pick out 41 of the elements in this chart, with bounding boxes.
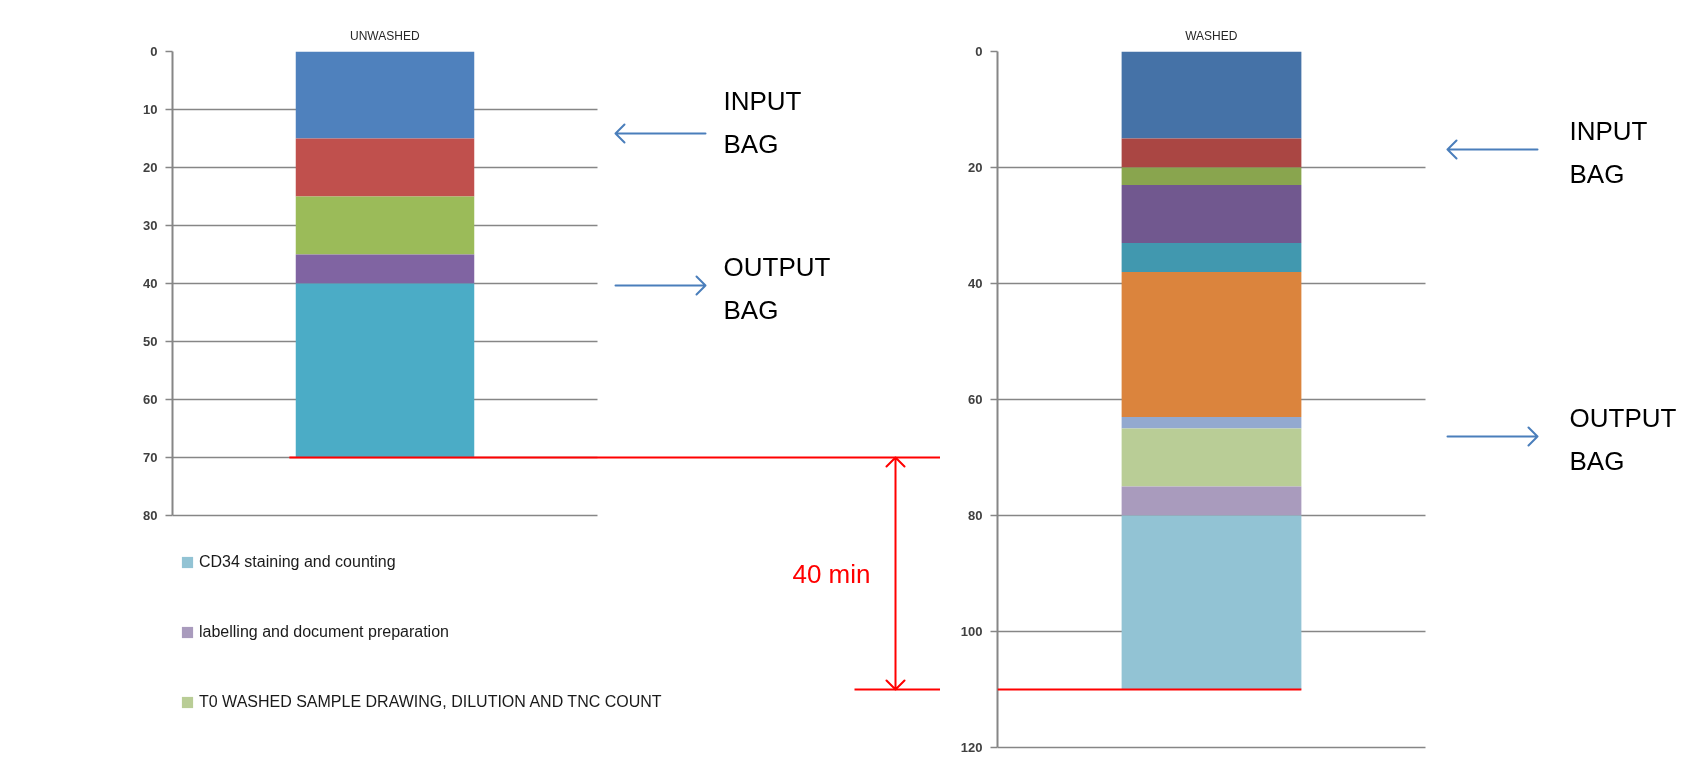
bar	[1121, 271, 1302, 417]
y-tick-label: 10	[143, 102, 158, 117]
text: INPUT BAG	[723, 85, 802, 160]
text: INPUT BAG	[1569, 115, 1648, 190]
y-tick-label: 30	[143, 218, 158, 233]
bar	[1121, 486, 1302, 516]
bar	[1121, 416, 1302, 429]
y-tick-label: 120	[960, 740, 983, 755]
text: 40 min	[792, 558, 871, 589]
bar	[1121, 184, 1302, 243]
text: OUTPUT BAG	[1569, 402, 1677, 477]
legend-label: labelling and document preparation	[199, 623, 449, 641]
y-tick-label: 50	[143, 334, 158, 349]
y-tick-label: 100	[960, 624, 983, 639]
chart-title: UNWASHED	[350, 28, 420, 43]
y-tick-label: 20	[143, 160, 158, 175]
y-tick-label: 20	[968, 160, 983, 175]
bar	[295, 283, 475, 458]
bar	[1121, 138, 1302, 168]
bar	[1121, 242, 1302, 272]
y-tick-label: 70	[143, 450, 158, 465]
bar	[1121, 167, 1302, 185]
y-tick-label: 60	[143, 392, 158, 407]
chart-title: WASHED	[1185, 28, 1238, 43]
legend-label: CD34 staining and counting	[199, 553, 396, 571]
bar	[295, 138, 475, 197]
y-tick-label: 0	[150, 44, 158, 59]
y-tick-label: 40	[968, 276, 983, 291]
text: OUTPUT BAG	[723, 251, 831, 326]
bar	[1121, 428, 1302, 487]
bar	[1121, 515, 1302, 690]
y-tick-label: 60	[968, 392, 983, 407]
bar	[295, 196, 475, 255]
bar	[1121, 51, 1302, 139]
y-tick-label: 80	[143, 508, 158, 523]
y-tick-label: 40	[143, 276, 158, 291]
bar	[295, 51, 475, 139]
y-tick-label: 0	[975, 44, 983, 59]
y-tick-label: 80	[968, 508, 983, 523]
legend-label: T0 WASHED SAMPLE DRAWING, DILUTION AND TNC COUNT	[199, 693, 662, 711]
bar	[295, 254, 475, 284]
